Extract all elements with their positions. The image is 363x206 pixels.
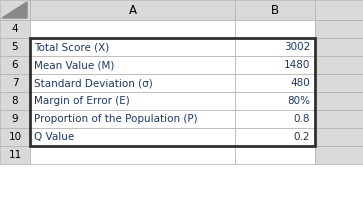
Bar <box>0 128 30 146</box>
Text: 6: 6 <box>12 60 18 70</box>
Bar <box>315 0 363 20</box>
Bar <box>235 110 315 128</box>
Text: 0.2: 0.2 <box>294 132 310 142</box>
Bar <box>315 146 363 164</box>
Text: 9: 9 <box>12 114 18 124</box>
Bar <box>235 74 315 92</box>
Text: 5: 5 <box>12 42 18 52</box>
Bar <box>315 128 363 146</box>
Bar <box>30 0 235 20</box>
Bar <box>30 128 235 146</box>
Text: 8: 8 <box>12 96 18 106</box>
Bar <box>0 146 30 164</box>
Text: 10: 10 <box>8 132 21 142</box>
Bar <box>235 38 315 56</box>
Text: Proportion of the Population (P): Proportion of the Population (P) <box>34 114 197 124</box>
Text: 1480: 1480 <box>284 60 310 70</box>
Bar <box>30 38 315 146</box>
Text: 0.8: 0.8 <box>294 114 310 124</box>
Text: 3002: 3002 <box>284 42 310 52</box>
Bar <box>30 74 235 92</box>
Text: Margin of Error (E): Margin of Error (E) <box>34 96 130 106</box>
Text: 80%: 80% <box>287 96 310 106</box>
Text: 7: 7 <box>12 78 18 88</box>
Bar <box>315 110 363 128</box>
Bar <box>315 20 363 38</box>
Bar <box>0 56 30 74</box>
Bar <box>0 0 30 20</box>
Bar <box>235 56 315 74</box>
Text: Standard Deviation (σ): Standard Deviation (σ) <box>34 78 153 88</box>
Bar <box>235 92 315 110</box>
Bar <box>30 146 235 164</box>
Bar <box>30 38 235 56</box>
Bar <box>30 56 235 74</box>
Bar <box>315 38 363 56</box>
Bar <box>315 56 363 74</box>
Bar <box>235 146 315 164</box>
Bar <box>30 92 235 110</box>
Text: 11: 11 <box>8 150 22 160</box>
Bar <box>0 74 30 92</box>
Bar <box>0 92 30 110</box>
Bar <box>315 74 363 92</box>
Bar <box>235 0 315 20</box>
Bar <box>0 20 30 38</box>
Text: 480: 480 <box>290 78 310 88</box>
Bar <box>315 92 363 110</box>
Bar <box>0 38 30 56</box>
Text: 4: 4 <box>12 24 18 34</box>
Bar <box>235 20 315 38</box>
Text: A: A <box>129 4 136 16</box>
Bar <box>0 110 30 128</box>
Text: Q Value: Q Value <box>34 132 74 142</box>
Bar <box>235 128 315 146</box>
Bar <box>30 110 235 128</box>
Bar <box>30 20 235 38</box>
Text: Total Score (X): Total Score (X) <box>34 42 109 52</box>
Polygon shape <box>2 2 27 18</box>
Text: B: B <box>271 4 279 16</box>
Text: Mean Value (M): Mean Value (M) <box>34 60 114 70</box>
